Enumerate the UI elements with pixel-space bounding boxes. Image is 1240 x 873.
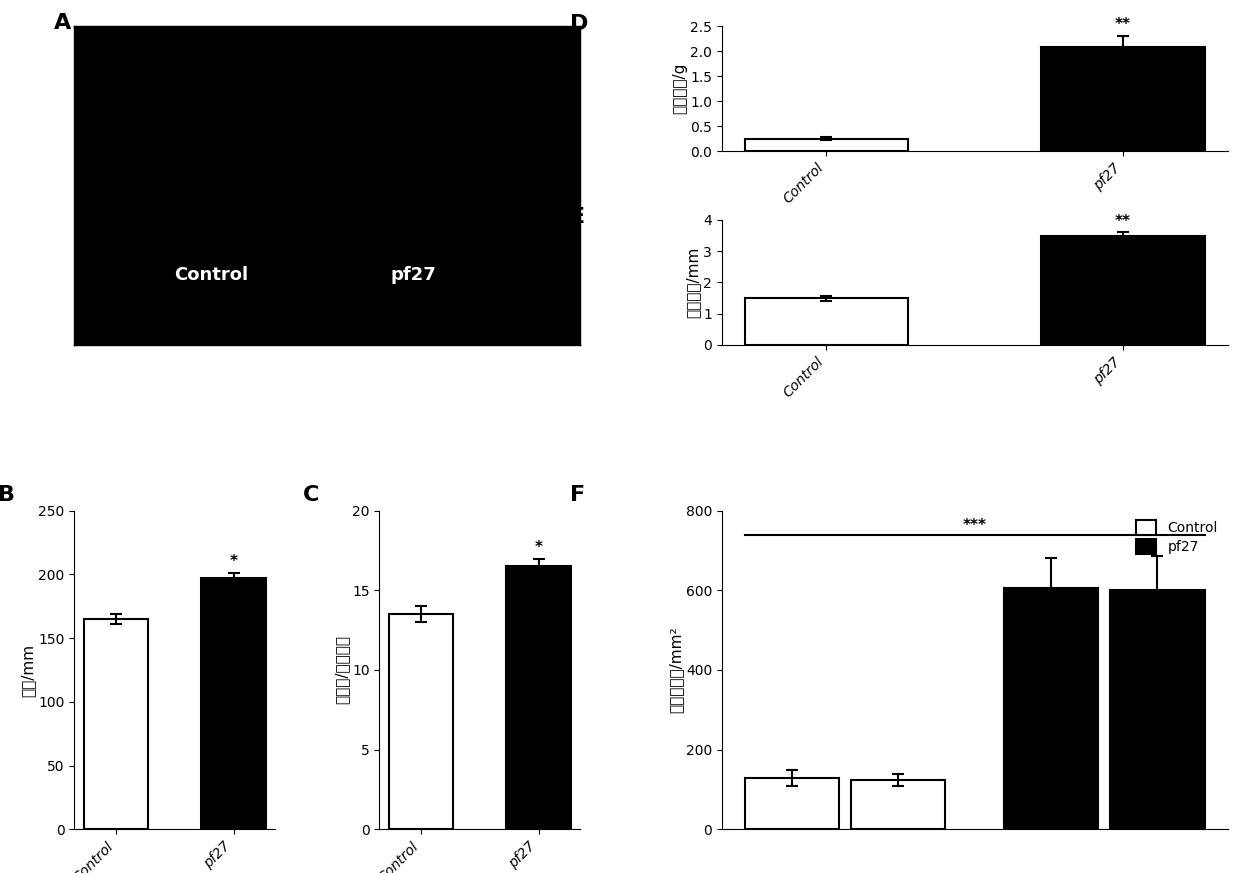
Text: Control: Control — [174, 265, 248, 284]
Text: *: * — [534, 540, 543, 555]
Text: C: C — [304, 485, 320, 505]
Text: pf27: pf27 — [391, 265, 436, 284]
Bar — [1042, 47, 1204, 151]
Text: D: D — [570, 14, 589, 34]
Bar — [201, 578, 267, 829]
Text: **: ** — [1115, 17, 1131, 32]
Text: A: A — [55, 13, 72, 33]
Text: B: B — [0, 485, 15, 505]
Y-axis label: 植株鲜重/g: 植株鲜重/g — [672, 63, 687, 114]
Bar — [388, 615, 454, 829]
Bar — [83, 619, 149, 829]
Y-axis label: 植株直径/mm: 植株直径/mm — [686, 247, 701, 318]
Legend: Control, pf27: Control, pf27 — [1133, 518, 1220, 557]
Bar — [745, 778, 839, 829]
Bar — [745, 298, 908, 345]
Bar — [851, 780, 945, 829]
Bar — [1042, 236, 1204, 345]
Y-axis label: 植株叶面积/mm²: 植株叶面积/mm² — [668, 627, 683, 713]
Text: E: E — [570, 208, 585, 228]
Y-axis label: 叶片数/单株植株: 叶片数/单株植株 — [335, 636, 350, 705]
Bar — [745, 139, 908, 151]
Y-axis label: 株高/mm: 株高/mm — [21, 643, 36, 697]
Text: ***: *** — [962, 518, 987, 533]
Bar — [1004, 588, 1099, 829]
Bar — [506, 567, 572, 829]
Text: *: * — [229, 554, 238, 569]
Text: **: ** — [1115, 214, 1131, 230]
Text: F: F — [570, 485, 585, 505]
Bar — [1110, 590, 1204, 829]
